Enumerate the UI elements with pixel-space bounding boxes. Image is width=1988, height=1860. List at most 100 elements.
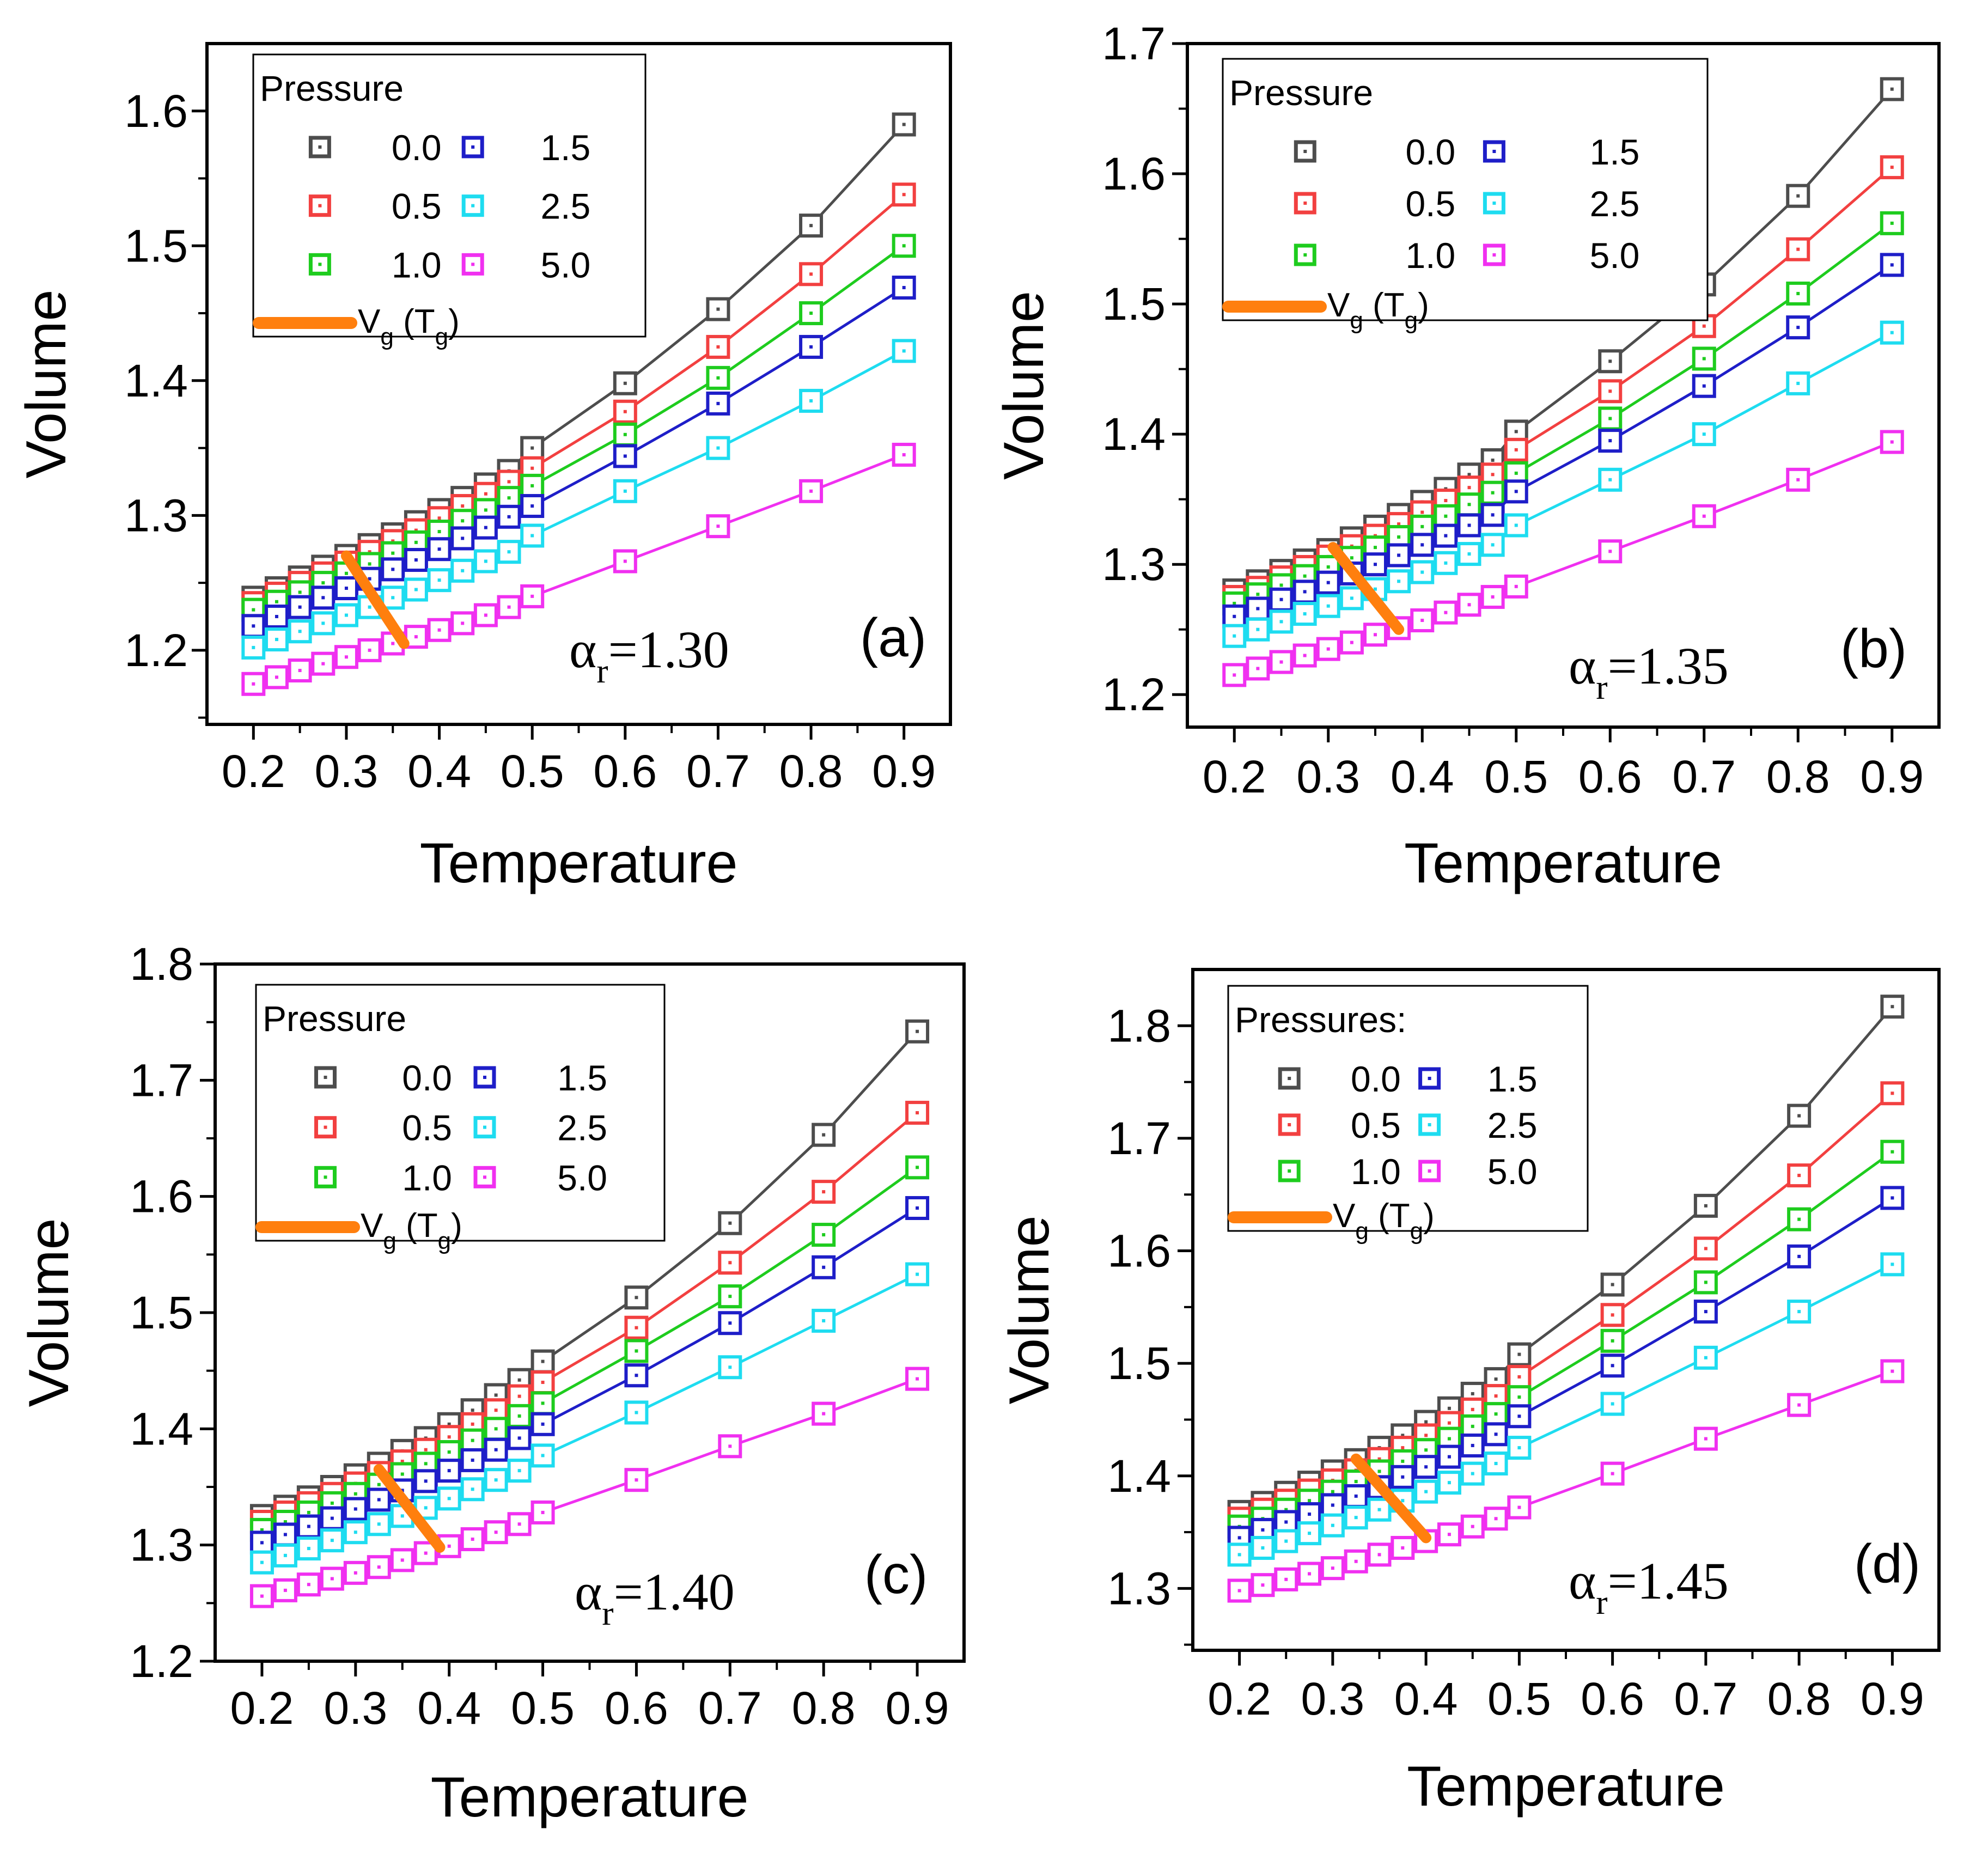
data-point-dot-b [1890,331,1894,334]
data-point-dot-a [809,345,813,349]
alpha-sub-a: r [596,651,608,690]
y-tick-label-b: 1.4 [1102,408,1166,460]
data-point-b [1880,155,1904,180]
data-point-dot-b [1420,525,1424,528]
data-point-dot-a [461,536,465,540]
x-tick-label-d: 0.5 [1487,1673,1551,1724]
legend-label-c: 5.0 [557,1157,607,1198]
data-point-dot-d [1377,1457,1381,1461]
data-point-dot-b [1890,166,1894,169]
data-point-dot-a [344,587,348,590]
data-point-c [530,1443,555,1468]
data-point-dot-c [494,1427,498,1431]
data-point-dot-b [1796,291,1800,295]
data-point-dot-b [1608,359,1612,363]
data-point-dot-a [414,635,418,639]
data-point-b [1480,533,1505,557]
legend-marker-dot-d [1428,1169,1431,1173]
y-tick-label-b: 1.6 [1102,148,1166,199]
x-tick-label-a: 0.3 [315,746,379,797]
data-point-d [1507,1404,1532,1429]
data-point-dot-d [1704,1356,1708,1359]
data-point-dot-b [1890,440,1894,444]
data-point-dot-b [1608,389,1612,393]
data-point-dot-a [391,642,395,645]
data-point-dot-c [424,1462,428,1466]
data-point-dot-c [471,1458,474,1462]
data-point-dot-d [1611,1472,1614,1475]
x-tick-label-c: 0.4 [417,1682,481,1734]
data-point-dot-c [424,1506,428,1510]
data-point-c [624,1400,649,1425]
data-point-dot-a [484,559,487,563]
data-point-dot-c [400,1558,404,1562]
data-point-dot-b [1256,607,1260,611]
legend-marker-dot-d [1288,1077,1291,1080]
data-point-dot-a [275,675,278,679]
data-point-dot-d [1377,1469,1381,1473]
data-point-dot-a [484,492,487,496]
legend-marker-dot-d [1288,1123,1291,1126]
legend-label-b: 1.5 [1590,132,1640,172]
data-point-dot-d [1354,1559,1358,1563]
y-tick-label-c: 1.7 [130,1054,193,1106]
data-point-a [613,422,637,447]
legend-tg-sub-d: g [1355,1218,1368,1245]
data-point-dot-b [1514,448,1518,452]
x-tick-label-d: 0.3 [1301,1673,1364,1724]
legend-marker-dot-b [1492,150,1496,153]
data-point-dot-b [1514,430,1518,434]
data-point-dot-b [1374,633,1377,637]
data-point-c [812,1180,836,1204]
data-point-dot-d [1308,1499,1312,1503]
data-point-dot-b [1796,326,1800,330]
data-point-dot-b [1374,546,1377,550]
data-point-dot-d [1424,1448,1428,1452]
data-point-dot-c [260,1541,264,1545]
data-point-dot-c [447,1435,451,1439]
legend-tg-sub2-c: g [438,1228,451,1254]
x-tick-label-a: 0.9 [872,746,936,797]
legend-tg-sub-a: g [380,324,393,350]
alpha-annotation-b: αr=1.35 [1569,637,1729,706]
data-point-dot-c [471,1422,474,1426]
data-point-d [1880,1081,1905,1106]
data-point-dot-a [530,466,534,470]
data-point-dot-b [1326,581,1330,584]
data-point-dot-a [716,345,720,349]
data-point-dot-c [916,1166,919,1169]
data-point-dot-a [461,569,465,572]
data-point-c [905,1155,930,1180]
data-point-dot-d [1308,1572,1312,1576]
data-point-dot-d [1704,1247,1708,1251]
legend-title-c: Pressure [263,998,406,1039]
data-point-d [1600,1272,1625,1297]
data-point-dot-d [1517,1414,1521,1418]
data-point-dot-b [1702,432,1706,436]
data-point-dot-d [1494,1377,1498,1381]
data-point-dot-c [728,1221,732,1225]
legend-box-b [1222,58,1709,321]
y-tick-label-d: 1.3 [1107,1563,1171,1614]
data-point-dot-c [353,1530,357,1534]
y-tick-label-a: 1.2 [124,625,188,676]
data-point-dot-d [1354,1480,1358,1484]
x-axis-title-b: Temperature [1404,832,1722,895]
data-point-dot-c [377,1522,381,1526]
legend-label-b: 0.0 [1405,132,1455,172]
data-point-dot-a [623,381,627,385]
data-point-dot-d [1891,1369,1894,1373]
data-point-dot-d [1377,1508,1381,1511]
data-point-dot-d [1471,1443,1474,1447]
data-point-dot-b [1491,473,1495,477]
data-point-dot-b [1702,357,1706,361]
data-point-dot-c [822,1190,826,1194]
data-point-dot-c [635,1411,638,1414]
data-point-dot-c [494,1408,498,1412]
legend-marker-d [1418,1067,1441,1090]
data-point-dot-d [1471,1424,1474,1428]
data-point-dot-a [391,596,395,600]
data-point-dot-b [1796,194,1800,198]
x-tick-label-d: 0.2 [1208,1673,1271,1724]
legend-marker-dot-b [1492,202,1496,205]
